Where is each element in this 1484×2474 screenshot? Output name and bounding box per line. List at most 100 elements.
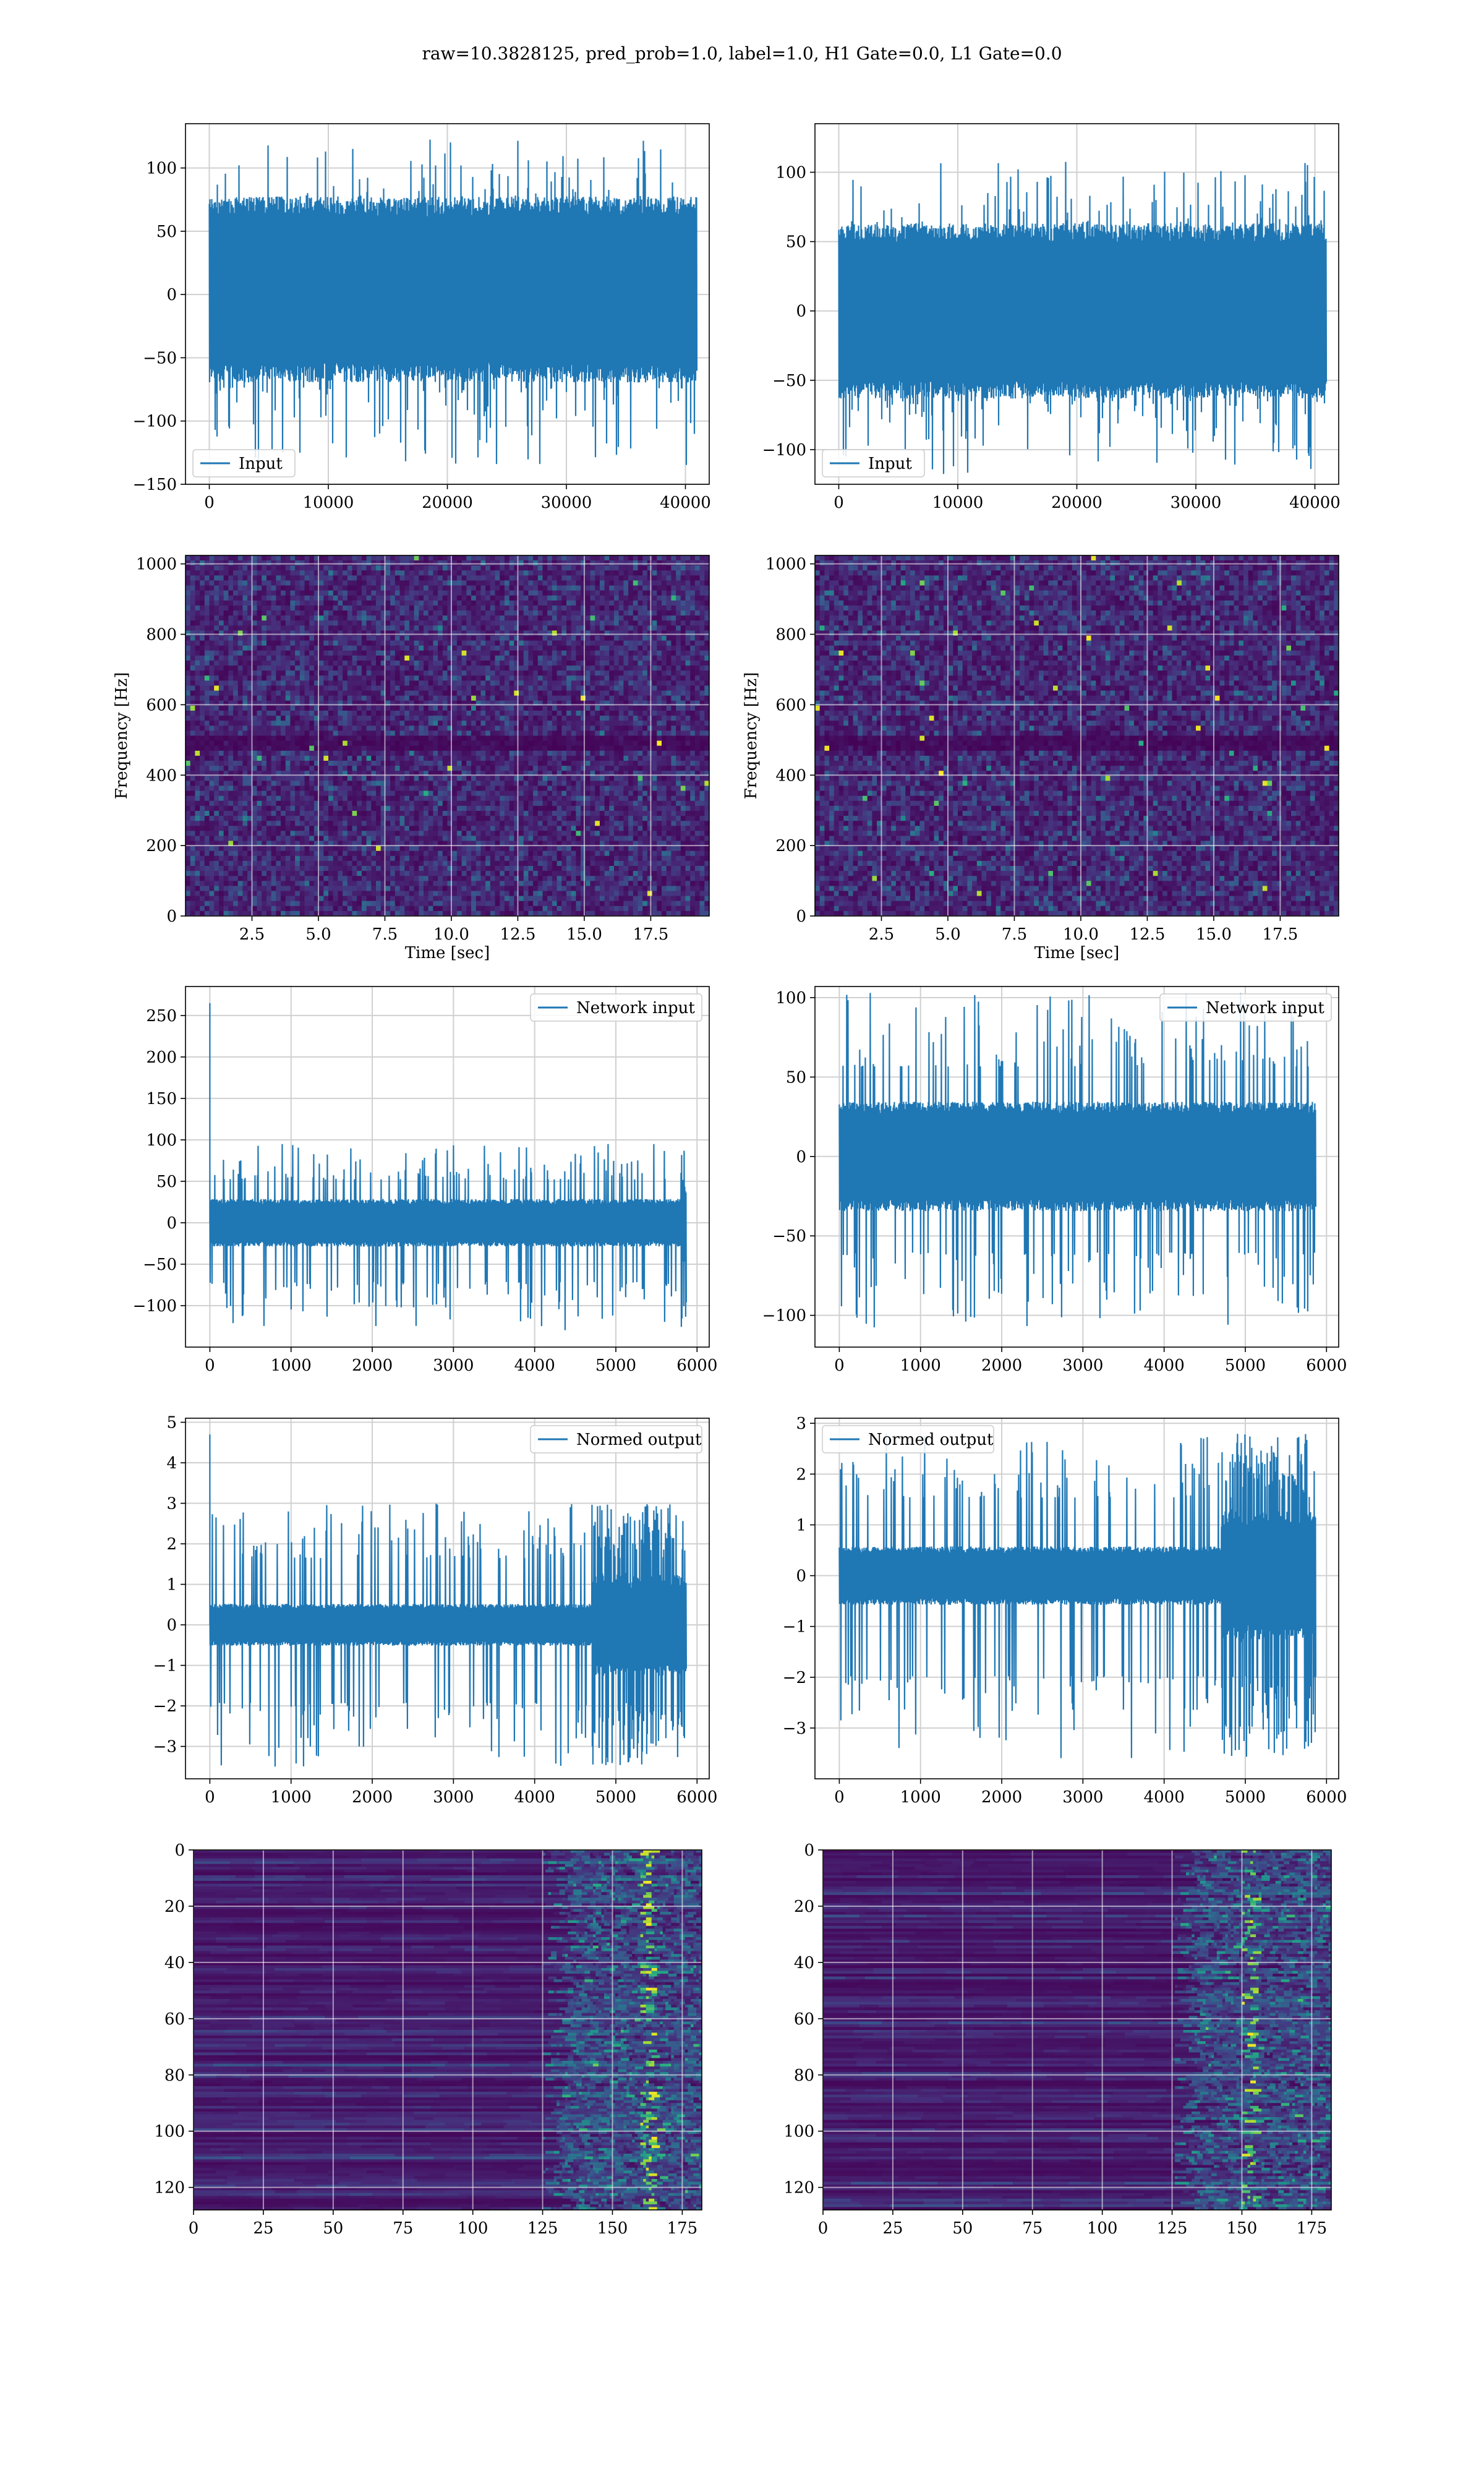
h1-normed-output-xtick-label: 1000: [271, 1788, 312, 1807]
l1-input-xtick-label: 30000: [1171, 494, 1222, 512]
l1-input-legend: Input: [822, 449, 925, 477]
l1-normed-output-series-line: [838, 1433, 1316, 1758]
h1-normed-output-ytick-label: 4: [166, 1454, 177, 1473]
l1-network-input-xtick-label: 4000: [1144, 1356, 1185, 1375]
h1-embedding-ytick-label: 100: [154, 2123, 185, 2141]
l1-spectrogram-xtick-label: 15.0: [1196, 925, 1232, 944]
h1-embedding-xtick-label: 175: [667, 2219, 698, 2238]
l1-spectrogram-xtick-label: 10.0: [1063, 925, 1099, 944]
l1-normed-output-xtick-label: 0: [834, 1788, 845, 1807]
l1-input-xtick-label: 10000: [932, 494, 984, 512]
l1-spectrogram-xlabel: Time [sec]: [1034, 944, 1120, 962]
l1-network-input-ytick-label: −100: [762, 1307, 806, 1325]
h1-embedding-xtick-label: 50: [323, 2219, 343, 2238]
l1-input-panel: 0 10000 20000 30000 40000 −100 −50 0 50 100 Input: [762, 123, 1341, 512]
l1-input-xtick-label: 0: [834, 494, 844, 512]
l1-spectrogram-xtick-label: 5.0: [935, 925, 960, 944]
l1-network-input-ytick-label: 50: [786, 1068, 806, 1087]
h1-embedding-xtick-label: 100: [458, 2219, 488, 2238]
h1-network-input-ytick-label: 100: [146, 1131, 177, 1150]
h1-embedding-xtick-label: 125: [527, 2219, 558, 2238]
l1-spectrogram-xtick-label: 7.5: [1002, 925, 1027, 944]
l1-spectrogram-panel: 2.5 5.0 7.5 10.0 12.5 15.0 17.5 0 200 400 600 800 10…: [742, 555, 1339, 962]
h1-spectrogram-heatmap: [186, 555, 709, 916]
h1-normed-output-xtick-label: 6000: [676, 1788, 717, 1807]
h1-network-input-frame: [185, 986, 710, 1348]
l1-spectrogram-heatmap: [815, 555, 1339, 916]
h1-network-input-ytick-label: −100: [133, 1297, 177, 1316]
h1-network-input-xtick-label: 6000: [676, 1356, 717, 1375]
h1-embedding-ytick-label: 60: [164, 2010, 185, 2029]
h1-normed-output-ytick-label: 2: [166, 1535, 177, 1554]
l1-embedding-ytick-label: 100: [783, 2123, 814, 2141]
l1-input-legend-label: Input: [868, 455, 912, 473]
l1-input-ytick-label: 50: [786, 233, 806, 252]
h1-network-input-xtick-label: 1000: [271, 1356, 312, 1375]
h1-network-input-series-line: [209, 1003, 687, 1330]
h1-network-input-xtick-label: 5000: [595, 1356, 636, 1375]
h1-embedding-ytick-label: 0: [174, 1841, 185, 1860]
l1-normed-output-ytick-label: −3: [783, 1719, 806, 1738]
h1-spectrogram-frame: [185, 555, 710, 917]
l1-network-input-xtick-label: 0: [834, 1356, 845, 1375]
h1-input-legend-label: Input: [239, 455, 283, 473]
l1-network-input-frame: [814, 986, 1339, 1348]
l1-embedding-ytick-label: 120: [783, 2179, 814, 2198]
h1-normed-output-xtick-label: 3000: [433, 1788, 474, 1807]
l1-network-input-ytick-label: 100: [775, 989, 806, 1008]
l1-embedding-ytick-label: 20: [794, 1898, 814, 1916]
l1-embedding-xtick-label: 75: [1022, 2219, 1043, 2238]
l1-spectrogram-ytick-label: 1000: [765, 555, 806, 574]
l1-network-input-xtick-label: 1000: [900, 1356, 941, 1375]
h1-spectrogram-xtick-label: 15.0: [566, 925, 602, 944]
h1-network-input-legend-label: Network input: [576, 999, 695, 1017]
l1-normed-output-xtick-label: 6000: [1306, 1788, 1347, 1807]
h1-embedding-ytick-label: 120: [154, 2179, 185, 2198]
h1-embedding-panel: 0 25 50 75 100 125 150 175 0 20 40 60 80 100 120: [154, 1841, 702, 2238]
l1-normed-output-ytick-label: −1: [783, 1618, 806, 1637]
h1-input-xtick-label: 40000: [660, 494, 711, 512]
l1-input-ytick-label: 100: [775, 163, 806, 182]
h1-input-xtick-label: 0: [204, 494, 215, 512]
h1-embedding-frame: [193, 1849, 702, 2211]
h1-normed-output-ytick-label: 1: [166, 1576, 177, 1594]
h1-network-input-ytick-label: 200: [146, 1048, 177, 1067]
l1-embedding-xtick-label: 25: [882, 2219, 903, 2238]
l1-network-input-xtick-label: 3000: [1062, 1356, 1103, 1375]
l1-input-ytick-label: −100: [762, 441, 806, 460]
h1-input-series-line: [208, 139, 698, 465]
h1-normed-output-xtick-label: 4000: [514, 1788, 555, 1807]
h1-network-input-xtick-label: 2000: [352, 1356, 393, 1375]
h1-network-input-legend: Network input: [530, 993, 702, 1022]
h1-embedding-xtick-label: 75: [393, 2219, 413, 2238]
l1-spectrogram-ylabel: Frequency [Hz]: [742, 672, 761, 800]
h1-input-ytick-label: −100: [133, 413, 177, 431]
l1-network-input-panel: 0 1000 2000 3000 4000 5000 6000 −100 −50 0 50 100 Ne…: [762, 986, 1347, 1375]
l1-embedding-xtick-label: 125: [1157, 2219, 1188, 2238]
h1-input-ytick-label: 0: [166, 286, 177, 304]
h1-normed-output-ytick-label: 3: [166, 1495, 177, 1513]
h1-spectrogram-xtick-label: 7.5: [372, 925, 398, 944]
l1-normed-output-ytick-label: 2: [796, 1465, 806, 1484]
l1-spectrogram-ytick-label: 0: [796, 907, 806, 926]
h1-spectrogram-xlabel: Time [sec]: [405, 944, 490, 962]
l1-normed-output-legend-label: Normed output: [868, 1431, 994, 1449]
l1-network-input-series-line: [838, 993, 1316, 1328]
l1-spectrogram-ytick-label: 200: [775, 837, 806, 855]
h1-network-input-xtick-label: 3000: [433, 1356, 474, 1375]
l1-embedding-xtick-label: 0: [818, 2219, 829, 2238]
h1-spectrogram-ytick-label: 600: [146, 696, 177, 714]
h1-input-frame: [185, 123, 710, 485]
h1-normed-output-ytick-label: 0: [166, 1616, 177, 1635]
h1-network-input-ytick-label: 250: [146, 1007, 177, 1025]
h1-spectrogram-ylabel: Frequency [Hz]: [113, 672, 131, 800]
h1-spectrogram-xtick-label: 10.0: [433, 925, 469, 944]
l1-embedding-xtick-label: 100: [1087, 2219, 1118, 2238]
h1-normed-output-xtick-label: 5000: [595, 1788, 636, 1807]
h1-input-xtick-label: 20000: [422, 494, 473, 512]
h1-embedding-ytick-label: 40: [164, 1954, 185, 1972]
l1-normed-output-frame: [814, 1418, 1339, 1779]
l1-input-series-line: [838, 161, 1328, 474]
l1-embedding-ytick-label: 60: [794, 2010, 814, 2029]
figure-title: raw=10.3828125, pred_prob=1.0, label=1.0…: [0, 43, 1484, 64]
